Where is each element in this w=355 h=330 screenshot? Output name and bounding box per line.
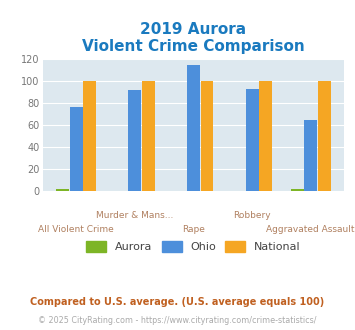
Bar	[246, 89, 258, 191]
Text: Aggravated Assault: Aggravated Assault	[267, 225, 355, 234]
Title: 2019 Aurora
Violent Crime Comparison: 2019 Aurora Violent Crime Comparison	[82, 22, 305, 54]
Bar	[201, 82, 213, 191]
Text: © 2025 CityRating.com - https://www.cityrating.com/crime-statistics/: © 2025 CityRating.com - https://www.city…	[38, 315, 317, 325]
Text: Rape: Rape	[182, 225, 205, 234]
Bar	[83, 82, 96, 191]
Bar	[304, 120, 317, 191]
Text: All Violent Crime: All Violent Crime	[38, 225, 114, 234]
Text: Compared to U.S. average. (U.S. average equals 100): Compared to U.S. average. (U.S. average …	[31, 297, 324, 307]
Bar	[70, 107, 83, 191]
Bar	[291, 189, 304, 191]
Bar	[56, 189, 69, 191]
Bar	[187, 65, 200, 191]
Bar	[259, 82, 272, 191]
Bar	[318, 82, 331, 191]
Bar	[129, 90, 141, 191]
Legend: Aurora, Ohio, National: Aurora, Ohio, National	[82, 237, 305, 256]
Bar	[142, 82, 155, 191]
Text: Robbery: Robbery	[233, 211, 271, 220]
Text: Murder & Mans...: Murder & Mans...	[96, 211, 174, 220]
